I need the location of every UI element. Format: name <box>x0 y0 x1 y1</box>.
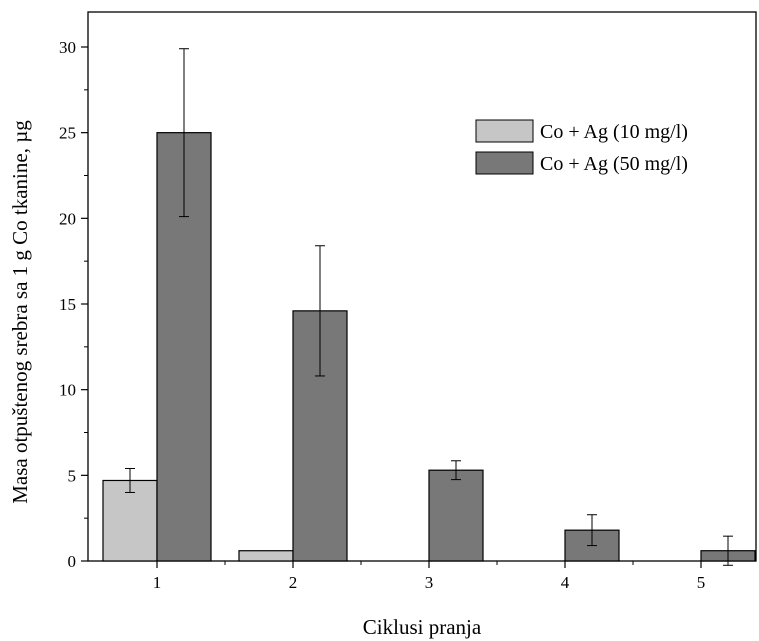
legend-swatch-series-1 <box>475 119 534 143</box>
x-tick-label: 5 <box>697 573 706 592</box>
error-bar-series1-cycle-1 <box>125 467 135 493</box>
y-tick-label: 5 <box>68 466 77 485</box>
x-tick-label: 3 <box>425 573 434 592</box>
x-tick-label: 4 <box>561 573 570 592</box>
y-tick-label: 30 <box>59 38 76 57</box>
plot-area: 0 5 10 15 20 25 30 1 2 3 4 5 <box>59 11 757 592</box>
y-tick-label: 25 <box>59 124 76 143</box>
bars-layer <box>102 132 756 562</box>
y-tick-label: 0 <box>68 552 77 571</box>
error-bar-series2-cycle-1 <box>179 48 189 218</box>
y-tick-label: 10 <box>59 381 76 400</box>
error-bar-series2-cycle-2 <box>315 245 325 377</box>
error-bar-series2-cycle-3 <box>451 460 461 481</box>
x-tick-label: 1 <box>153 573 162 592</box>
error-bar-series2-cycle-4 <box>587 514 597 547</box>
bar-series1-cycle-2 <box>238 550 294 562</box>
x-tick-label: 2 <box>289 573 298 592</box>
legend-swatch-series-2 <box>475 151 534 175</box>
legend: Co + Ag (10 mg/l) Co + Ag (50 mg/l) <box>475 119 688 175</box>
legend-label-series-2: Co + Ag (50 mg/l) <box>540 153 688 175</box>
error-bars-layer <box>125 48 733 566</box>
legend-label-series-1: Co + Ag (10 mg/l) <box>540 121 688 143</box>
x-axis-ticks: 1 2 3 4 5 <box>153 561 706 592</box>
x-axis-title: Ciklusi pranja <box>363 615 482 639</box>
y-axis-title: Masa otpuštenog srebra sa 1 g Co tkanine… <box>8 120 32 504</box>
y-tick-label: 20 <box>59 209 76 228</box>
error-bar-series2-cycle-5 <box>723 535 733 566</box>
plot-frame <box>87 11 757 562</box>
y-tick-label: 15 <box>59 295 76 314</box>
y-axis-ticks: 0 5 10 15 20 25 30 <box>59 38 88 571</box>
bar-series2-cycle-3 <box>428 469 484 562</box>
